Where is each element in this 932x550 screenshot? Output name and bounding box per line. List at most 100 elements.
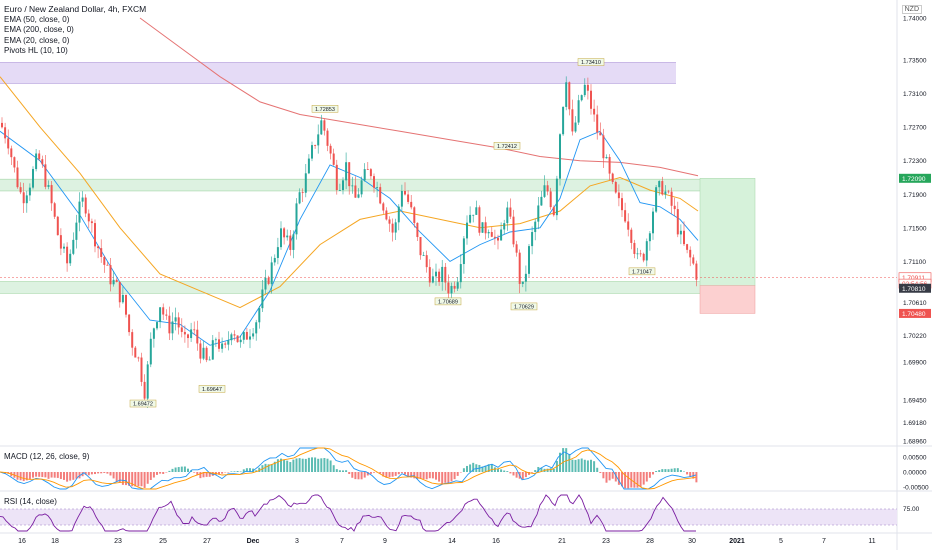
macd-histogram-bar (165, 472, 168, 473)
candle-body (422, 255, 425, 256)
candle-body (239, 339, 242, 343)
macd-histogram-bar (298, 458, 301, 472)
candle-body (311, 145, 313, 159)
currency-badge[interactable]: NZD (901, 5, 922, 14)
candle-body (286, 235, 289, 238)
candle-body (664, 191, 667, 195)
macd-histogram-bar (50, 472, 53, 478)
candle-body (280, 228, 282, 248)
candle-body (208, 359, 211, 361)
macd-histogram-bar (128, 472, 131, 486)
candle-body (196, 329, 199, 344)
pivot-label-box (510, 302, 538, 311)
candle-body (38, 153, 41, 160)
macd-histogram-bar (648, 472, 651, 478)
macd-histogram-bar (500, 469, 503, 472)
candle-body (199, 343, 202, 359)
macd-histogram-bar (580, 458, 583, 472)
time-tick-label: 11 (868, 538, 875, 545)
candle-body (559, 134, 561, 179)
macd-histogram-bar (218, 472, 220, 475)
candle-body (444, 266, 447, 283)
time-tick-label: 5 (779, 538, 783, 545)
macd-histogram-bar (338, 470, 341, 472)
candle-body (493, 236, 496, 238)
macd-histogram-bar (196, 472, 199, 476)
rsi-pane-label[interactable]: RSI (14, close) (4, 497, 57, 506)
time-tick-label: Dec (247, 538, 260, 545)
candle-body (512, 216, 515, 245)
macd-histogram-bar (146, 472, 149, 484)
candle-body (521, 281, 524, 284)
candle-body (118, 281, 121, 303)
macd-histogram-bar (617, 472, 620, 485)
time-tick-label: 16 (492, 538, 500, 545)
candle-body (608, 156, 611, 174)
macd-histogram-bar (90, 472, 93, 475)
macd-signal-line (0, 447, 697, 490)
macd-histogram-bar (639, 472, 642, 488)
macd-histogram-bar (143, 472, 146, 488)
candle-body (103, 256, 106, 265)
candle-body (72, 239, 75, 254)
candle-body (531, 232, 534, 247)
macd-histogram-bar (323, 457, 326, 472)
macd-histogram-bar (673, 468, 676, 472)
macd-histogram-bar (87, 472, 90, 476)
candle-body (69, 253, 72, 264)
price-tick-label: 1.70220 (903, 333, 927, 340)
macd-histogram-bar (345, 470, 348, 472)
candle-body (407, 194, 410, 202)
candle-body (363, 169, 366, 181)
candle-body (28, 187, 31, 196)
candle-body (400, 191, 403, 207)
macd-histogram-bar (667, 469, 670, 472)
candle-body (10, 148, 13, 158)
macd-histogram-bar (63, 472, 65, 480)
candle-body (115, 279, 118, 282)
candle-body (156, 322, 158, 329)
candle-body (413, 207, 416, 223)
candle-body (131, 332, 134, 348)
macd-histogram-bar (342, 470, 344, 472)
time-tick-label: 3 (295, 538, 299, 545)
macd-histogram-bar (466, 465, 468, 472)
macd-histogram-bar (459, 472, 462, 473)
candle-body (549, 191, 552, 208)
macd-histogram-bar (404, 472, 406, 475)
macd-histogram-bar (425, 472, 428, 480)
macd-histogram-bar (149, 472, 152, 480)
candle-body (379, 187, 382, 204)
candle-body (87, 213, 90, 222)
macd-histogram-bar (447, 472, 450, 483)
legend-ema50[interactable]: EMA (50, close, 0) (4, 14, 70, 24)
candle-body (692, 257, 695, 264)
macd-histogram-bar (549, 468, 552, 472)
candle-body (187, 334, 189, 339)
legend-ema20[interactable]: EMA (20, close, 0) (4, 35, 70, 45)
candle-body (258, 308, 261, 323)
pivot-label: 1.72853 (315, 107, 335, 113)
macd-histogram-bar (487, 464, 490, 472)
legend-pivots[interactable]: Pivots HL (10, 10) (4, 46, 68, 55)
candle-body (574, 122, 577, 132)
macd-histogram-bar (332, 465, 335, 472)
macd-histogram-bar (633, 472, 636, 488)
macd-histogram-bar (506, 471, 509, 472)
macd-histogram-bar (180, 466, 183, 472)
candle-body (509, 207, 512, 217)
macd-histogram-bar (69, 472, 72, 481)
macd-histogram-bar (636, 472, 639, 488)
candle-body (360, 180, 363, 195)
candle-body (106, 264, 109, 266)
candle-body (94, 223, 96, 247)
candle-body (540, 196, 543, 206)
candle-body (639, 253, 642, 255)
candle-body (16, 167, 19, 188)
candle-body (174, 317, 177, 322)
legend-ema200[interactable]: EMA (200, close, 0) (4, 25, 74, 34)
candle-body (450, 285, 453, 294)
candle-body (298, 192, 301, 204)
macd-pane-label[interactable]: MACD (12, 26, close, 9) (4, 452, 90, 461)
